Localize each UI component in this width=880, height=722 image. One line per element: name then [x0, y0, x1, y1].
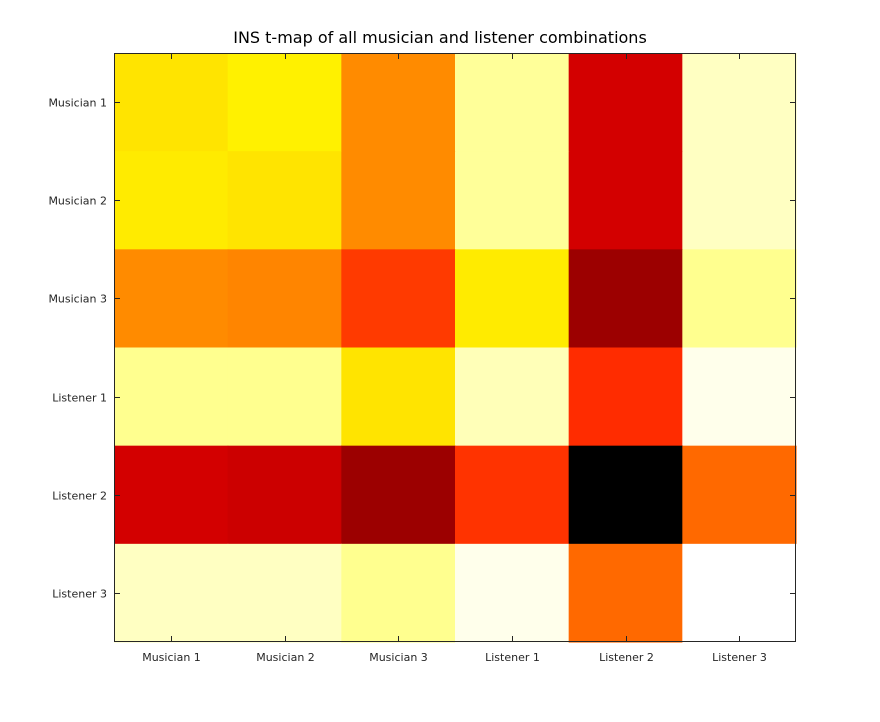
x-tick-label-5: Listener 2 — [599, 651, 654, 664]
chart-title: INS t-map of all musician and listener c… — [233, 28, 647, 47]
heatmap-cell-r2-c4 — [455, 151, 570, 250]
x-tick-label-2: Musician 2 — [256, 651, 315, 664]
heatmap-cell-r6-c5 — [568, 543, 683, 643]
heatmap-cell-r4-c1 — [114, 347, 229, 447]
heatmap-cell-r3-c2 — [227, 249, 342, 349]
heatmap-cell-r3-c1 — [114, 249, 229, 349]
heatmap-cell-r2-c6 — [682, 151, 797, 250]
heatmap-cell-r1-c3 — [341, 53, 456, 152]
x-tick-label-1: Musician 1 — [142, 651, 201, 664]
heatmap-cell-r2-c3 — [341, 151, 456, 250]
x-tick-label-3: Musician 3 — [369, 651, 428, 664]
heatmap-cell-r2-c5 — [568, 151, 683, 250]
heatmap-cell-r6-c2 — [227, 543, 342, 643]
x-tick-label-4: Listener 1 — [485, 651, 540, 664]
heatmap-cell-r5-c6 — [682, 445, 797, 545]
heatmap-cell-r1-c2 — [227, 53, 342, 152]
heatmap-cell-r1-c1 — [114, 53, 229, 152]
heatmap-cell-r4-c5 — [568, 347, 683, 447]
heatmap-cell-r6-c1 — [114, 543, 229, 643]
heatmap-cell-r4-c6 — [682, 347, 797, 447]
heatmap-cell-r2-c1 — [114, 151, 229, 250]
axis-ticks — [114, 53, 796, 642]
heatmap-cell-r5-c1 — [114, 445, 229, 545]
heatmap-cell-r5-c5 — [568, 445, 683, 545]
x-tick-label-6: Listener 3 — [712, 651, 767, 664]
y-axis-tick-labels: Musician 1 Musician 2 Musician 3 Listener 1… — [48, 97, 107, 601]
heatmap-cell-r1-c5 — [568, 53, 683, 152]
heatmap-cell-r3-c3 — [341, 249, 456, 349]
heatmap-cell-r4-c3 — [341, 347, 456, 447]
y-tick-label-5: Listener 2 — [52, 490, 107, 503]
y-tick-label-3: Musician 3 — [48, 293, 107, 306]
heatmap-cell-r4-c2 — [227, 347, 342, 447]
heatmap-cell-r6-c6 — [682, 543, 797, 643]
heatmap-cell-r3-c6 — [682, 249, 797, 349]
heatmap-cell-r6-c3 — [341, 543, 456, 643]
heatmap-cell-r1-c6 — [682, 53, 797, 152]
y-tick-label-4: Listener 1 — [52, 392, 107, 405]
y-tick-label-6: Listener 3 — [52, 588, 107, 601]
heatmap-cell-r3-c5 — [568, 249, 683, 349]
heatmap-cell-r4-c4 — [455, 347, 570, 447]
heatmap-cell-r5-c4 — [455, 445, 570, 545]
axes-box — [114, 53, 796, 642]
y-tick-label-1: Musician 1 — [48, 97, 107, 110]
x-axis-tick-labels: Musician 1 Musician 2 Musician 3 Listener 1… — [142, 651, 767, 664]
heatmap-cell-r5-c2 — [227, 445, 342, 545]
heatmap-cell-r1-c4 — [455, 53, 570, 152]
heatmap-cell-r5-c3 — [341, 445, 456, 545]
heatmap-cell-r2-c2 — [227, 151, 342, 250]
heatmap-cells — [114, 53, 797, 643]
y-tick-label-2: Musician 2 — [48, 195, 107, 208]
heatmap-cell-r3-c4 — [455, 249, 570, 349]
heatmap-cell-r6-c4 — [455, 543, 570, 643]
